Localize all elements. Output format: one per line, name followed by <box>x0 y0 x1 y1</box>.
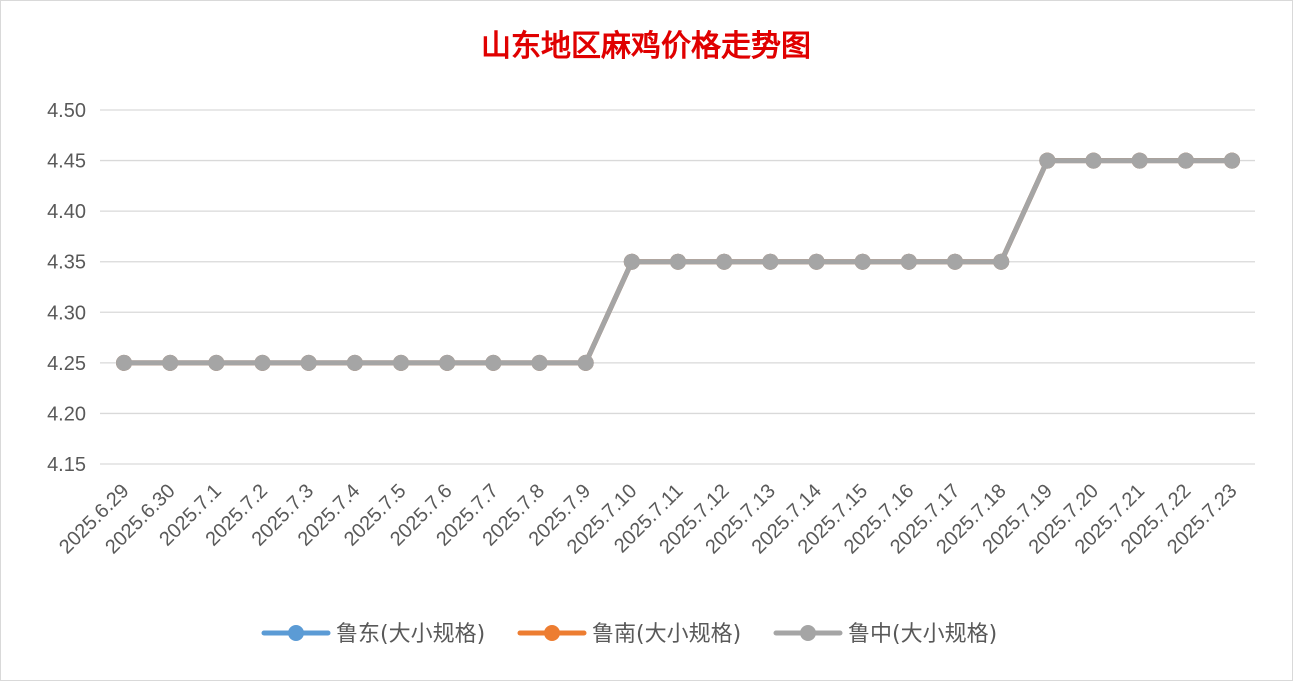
series-layer <box>116 152 1240 371</box>
data-point <box>116 354 132 371</box>
data-point <box>716 253 733 270</box>
series-3 <box>116 152 1240 371</box>
y-tick-label: 4.40 <box>47 201 86 223</box>
legend-swatch-marker <box>544 625 560 641</box>
y-tick-label: 4.50 <box>47 100 86 122</box>
data-point <box>254 354 271 371</box>
legend-item: 鲁中(大小规格) <box>773 622 997 647</box>
data-point <box>1224 152 1240 169</box>
y-tick-label: 4.45 <box>47 151 86 173</box>
y-axis-tick-labels: 4.50 4.45 4.40 4.35 4.30 4.25 4.20 4.15 <box>47 100 86 476</box>
data-point <box>1131 152 1148 169</box>
data-point <box>900 253 917 270</box>
data-point <box>947 253 963 270</box>
data-point <box>762 253 779 270</box>
data-point <box>485 354 502 371</box>
legend-label: 鲁中(大小规格) <box>848 622 997 647</box>
data-point <box>531 354 548 371</box>
data-point <box>346 354 363 371</box>
data-point <box>1039 152 1056 169</box>
data-point <box>439 354 456 371</box>
y-tick-label: 4.15 <box>47 454 86 476</box>
legend-label: 鲁南(大小规格) <box>592 622 741 647</box>
y-tick-label: 4.20 <box>47 403 86 425</box>
legend: 鲁东(大小规格) 鲁南(大小规格) 鲁中(大小规格) <box>261 622 997 647</box>
y-tick-label: 4.30 <box>47 302 86 324</box>
legend-swatch-marker <box>288 625 304 641</box>
data-point <box>1177 152 1194 169</box>
data-point <box>577 354 594 371</box>
data-point <box>1085 152 1102 169</box>
legend-item: 鲁东(大小规格) <box>261 622 485 647</box>
legend-swatch-marker <box>800 625 816 641</box>
legend-label: 鲁东(大小规格) <box>336 622 485 647</box>
y-tick-label: 4.25 <box>47 353 86 375</box>
data-point <box>208 354 225 371</box>
data-point <box>300 354 317 371</box>
chart-title: 山东地区麻鸡价格走势图 <box>481 29 811 64</box>
y-tick-label: 4.35 <box>47 252 86 274</box>
data-point <box>993 253 1010 270</box>
data-point <box>162 354 179 371</box>
data-point <box>623 253 640 270</box>
data-point <box>670 253 686 270</box>
legend-item: 鲁南(大小规格) <box>517 622 741 647</box>
data-point <box>854 253 871 270</box>
data-point <box>393 354 409 371</box>
data-point <box>808 253 825 270</box>
